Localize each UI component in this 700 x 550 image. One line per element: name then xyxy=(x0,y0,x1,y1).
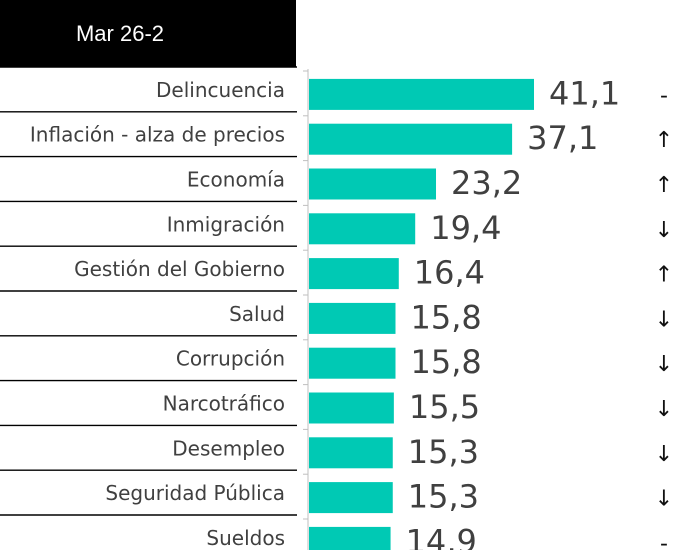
value-label: 23,2 xyxy=(451,164,522,202)
value-labels: 41,1 37,123,2 19,4 16,4 15,8 15,8 15,5 15,3 15,3… xyxy=(406,74,621,550)
bar xyxy=(309,258,399,290)
category-label: Inmigración xyxy=(167,212,285,236)
category-label: Sueldos xyxy=(206,526,285,550)
arrow-up-icon: ↑ xyxy=(655,263,673,288)
arrow-up-icon: ↑ xyxy=(655,128,673,153)
value-label: 14,9 xyxy=(406,522,477,550)
value-label: 41,1 xyxy=(549,74,620,112)
bars xyxy=(309,78,534,550)
arrow-down-icon: ↓ xyxy=(655,487,673,512)
category-labels: Delincuencia Inflación - alza de precios E… xyxy=(30,78,285,550)
category-label: Economía xyxy=(187,168,285,192)
value-label: 15,3 xyxy=(408,478,479,516)
arrow-down-icon: ↓ xyxy=(655,218,673,243)
category-label: Gestión del Gobierno xyxy=(74,257,285,281)
arrow-down-icon: ↓ xyxy=(655,307,673,332)
arrow-down-icon: ↓ xyxy=(655,397,673,422)
bar xyxy=(309,213,416,245)
arrow-down-icon: ↓ xyxy=(655,352,673,377)
axis-ticks xyxy=(303,70,308,520)
bar xyxy=(309,437,393,469)
arrow-down-icon: ↓ xyxy=(655,442,673,467)
value-label: 15,5 xyxy=(409,388,480,426)
period-header: Mar 26-2 xyxy=(0,0,296,67)
category-label: Delincuencia xyxy=(156,78,285,102)
value-label: 15,3 xyxy=(408,433,479,471)
category-label: Narcotráfico xyxy=(163,392,285,416)
value-label: 16,4 xyxy=(414,254,485,292)
bar xyxy=(309,123,513,155)
bar xyxy=(309,392,394,424)
value-label: 15,8 xyxy=(410,298,481,336)
dash-icon: - xyxy=(660,531,668,550)
bar xyxy=(309,482,393,514)
bar xyxy=(309,168,437,200)
value-label: 37,1 xyxy=(527,119,598,157)
bar xyxy=(309,78,534,110)
category-label: Desempleo xyxy=(172,436,285,460)
trend-indicators: - ↑ ↑ ↓ ↑ ↓ ↓ ↓ ↓ ↓ - xyxy=(655,83,673,550)
bar xyxy=(309,302,396,334)
arrow-up-icon: ↑ xyxy=(655,173,673,198)
category-label: Corrupción xyxy=(176,347,285,371)
dash-icon: - xyxy=(660,83,668,108)
category-label: Seguridad Pública xyxy=(105,481,285,505)
value-label: 15,8 xyxy=(410,343,481,381)
period-label: Mar 26-2 xyxy=(75,20,165,46)
row-separators xyxy=(0,66,297,516)
bar xyxy=(309,526,391,550)
category-label: Inflación - alza de precios xyxy=(30,123,285,147)
category-label: Salud xyxy=(229,302,285,326)
value-label: 19,4 xyxy=(430,209,501,247)
bar xyxy=(309,347,396,379)
